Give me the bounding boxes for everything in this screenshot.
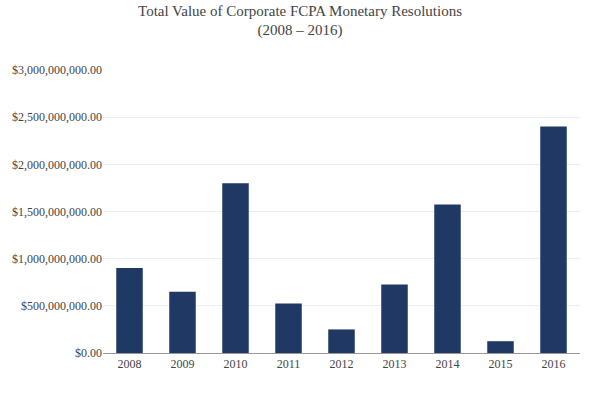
svg-text:2015: 2015 xyxy=(489,357,513,371)
svg-text:2016: 2016 xyxy=(542,357,566,371)
svg-text:2013: 2013 xyxy=(383,357,407,371)
svg-text:Total Value of Corporate FCPA: Total Value of Corporate FCPA Monetary R… xyxy=(138,3,462,40)
svg-text:$2,500,000,000.00: $2,500,000,000.00 xyxy=(12,110,102,124)
svg-text:$2,000,000,000.00: $2,000,000,000.00 xyxy=(12,158,102,172)
svg-text:2008: 2008 xyxy=(118,357,142,371)
svg-text:2010: 2010 xyxy=(224,357,248,371)
svg-text:2011: 2011 xyxy=(277,357,301,371)
svg-text:$500,000,000.00: $500,000,000.00 xyxy=(21,299,102,313)
svg-text:$3,000,000,000.00: $3,000,000,000.00 xyxy=(12,63,102,77)
svg-text:$1,500,000,000.00: $1,500,000,000.00 xyxy=(12,205,102,219)
svg-text:$0.00: $0.00 xyxy=(75,346,102,360)
svg-text:2009: 2009 xyxy=(171,357,195,371)
svg-text:2012: 2012 xyxy=(330,357,354,371)
svg-text:2014: 2014 xyxy=(436,357,460,371)
svg-text:$1,000,000,000.00: $1,000,000,000.00 xyxy=(12,252,102,266)
